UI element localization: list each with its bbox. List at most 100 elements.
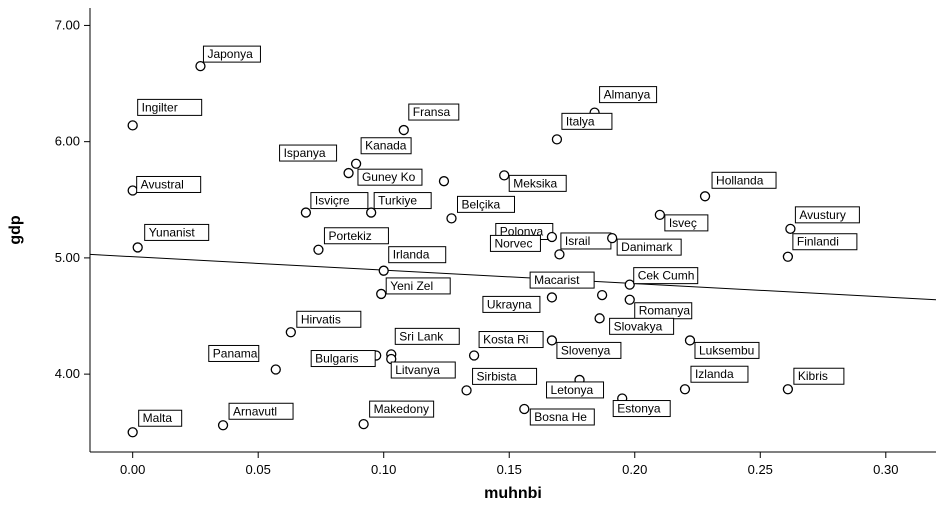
points-group: Japonya Ingilter Almanya Fransa Italya Kanada… [127,45,860,438]
point-label-box [323,227,389,245]
point-label-box [373,192,432,210]
point-label-box [508,174,567,192]
point-label-box [202,45,261,63]
point-label: Ispanya [284,146,326,160]
point-label: Panama [213,346,258,360]
point-label: Estonya [617,402,661,416]
point-label-box [792,233,858,251]
point-label-box [633,267,699,285]
axes: 4.00 5.00 6.00 7.00 0.00 0.05 0.10 0.15 0.20 0.25… [55,8,936,477]
point-label: Isviçre [315,194,350,208]
data-point [519,403,530,415]
data-point [554,249,565,260]
point-label-box [599,86,658,104]
x-tick-label: 0.15 [497,462,522,477]
data-point [446,213,457,224]
y-tick-label: 5.00 [55,250,80,265]
data-point [127,185,138,196]
point-label: Arnavutl [233,404,277,418]
point-label: Macarist [534,273,580,287]
point-label-box [478,331,544,349]
point-label: Slovenya [561,343,611,357]
data-point [366,207,377,218]
point-label: Yunanist [149,225,196,239]
point-label-box [612,400,671,418]
point-label-box [360,137,412,155]
data-point [546,292,558,303]
point-label-box [310,350,376,368]
point-label-box [711,171,777,189]
point-label-box [369,400,435,418]
data-point [684,335,696,346]
y-axis-title: gdp [7,215,24,245]
data-point [551,134,563,145]
point-label-box [561,112,613,130]
data-point [270,364,281,375]
point-label: Turkiye [378,194,417,208]
point-label: Portekiz [328,229,371,243]
data-point [607,232,618,244]
point-label: Isveç [669,216,697,230]
data-point [127,120,138,131]
point-label: Meksika [513,176,557,190]
data-point [624,279,635,290]
point-label-box [394,327,460,345]
point-label: Yeni Zel [390,279,433,293]
point-label: Fransa [413,105,451,119]
point-label: Danimark [621,240,673,254]
point-label: Luksembu [699,343,754,357]
point-label: Ukrayna [487,297,532,311]
data-point [127,427,138,438]
point-label: Izlanda [695,367,734,381]
point-label-box [310,192,369,210]
data-point [132,242,143,253]
point-label: Bosna He [534,410,587,424]
point-label-box [144,223,210,241]
x-tick-label: 0.10 [371,462,396,477]
point-label-box [136,175,202,193]
x-axis-title: muhnbi [484,485,542,502]
point-label: Romanya [639,304,691,318]
data-point [785,223,796,234]
point-label: Bulgaris [315,352,358,366]
point-label: Israil [565,234,590,248]
point-label-box [482,295,541,313]
point-label: Almanya [604,88,651,102]
data-point [398,124,409,136]
point-label-box [609,317,675,335]
x-tick-label: 0.25 [748,462,773,477]
point-label-box [228,402,294,420]
point-label-box [296,310,362,328]
point-label-box [556,341,622,359]
data-point [468,350,480,361]
y-tick-label: 7.00 [55,17,80,32]
data-point [217,420,229,431]
point-label: Kanada [365,139,407,153]
point-label: Belçika [461,197,500,211]
point-label-box [690,365,749,383]
y-tick-label: 6.00 [55,134,80,149]
data-point [285,327,296,338]
point-label: Avustral [141,177,184,191]
point-label: Italya [566,114,595,128]
point-label: Sri Lank [399,329,444,343]
fit-line [89,253,936,301]
point-label-box [138,409,183,427]
point-label-box [546,381,605,399]
point-label: Finlandi [797,235,839,249]
point-label: Norvec [494,236,532,250]
point-label: Hollanda [716,173,764,187]
point-label-box [390,361,456,379]
point-label-box [385,277,451,295]
point-label: Cek Cumh [638,269,695,283]
y-tick-label: 4.00 [55,366,80,381]
point-label-box [616,238,682,256]
point-label: Japonya [207,47,253,61]
point-label-box [489,234,541,252]
data-point [499,170,510,181]
point-label-box [794,206,860,224]
point-label: Sirbista [477,369,517,383]
data-point [594,313,605,324]
point-label: Ingilter [142,100,178,114]
data-point [679,384,691,395]
